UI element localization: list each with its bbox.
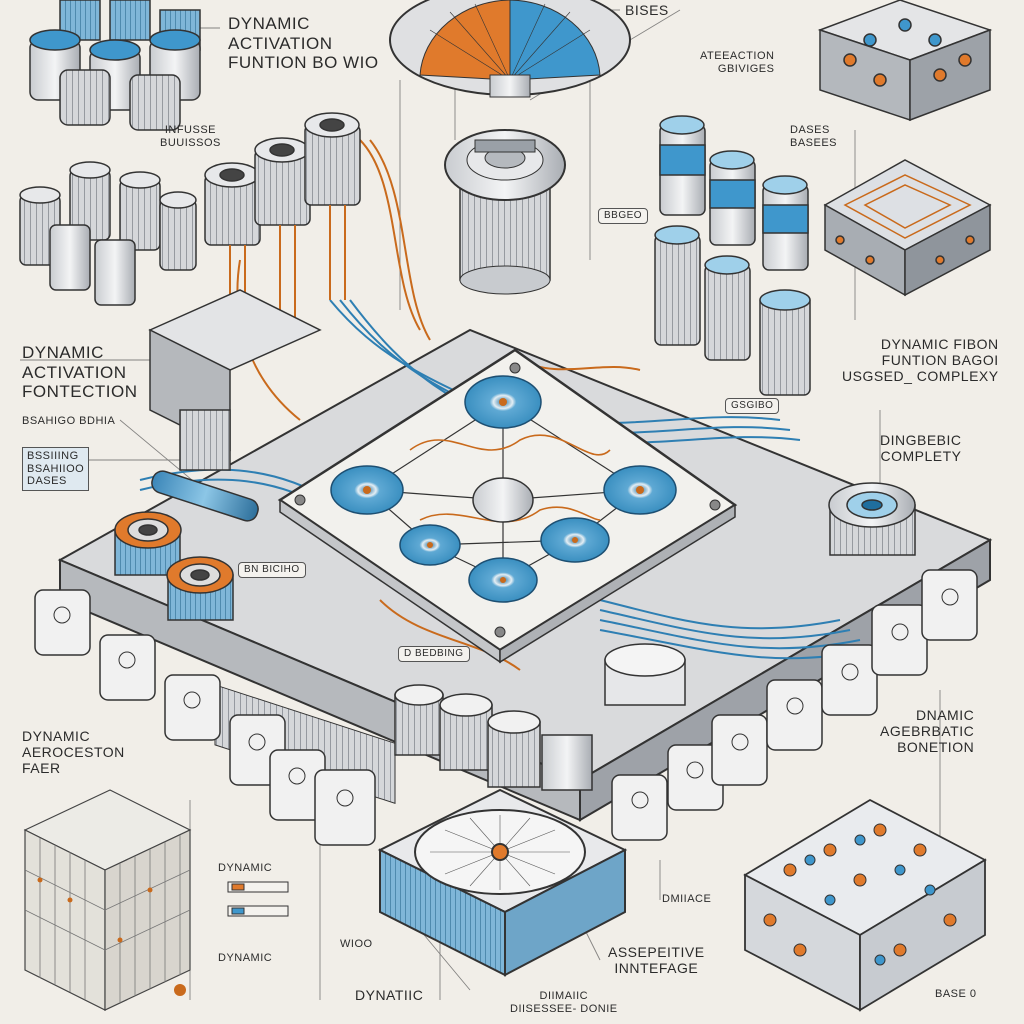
label-line: DYNAMIC FIBON — [880, 336, 999, 352]
label-bottom-right-small: DMIIACE — [662, 893, 712, 905]
top-activation-dial — [389, 0, 631, 98]
module-bottom-right — [743, 798, 987, 1012]
lower-cylinders — [394, 643, 686, 791]
label-bottom-left-1: DYNAMIC — [218, 862, 273, 874]
label-right-low-title: DNAMIC AGEBRBATIC BONETION — [880, 707, 974, 755]
label-line: DINGBEBIC — [880, 432, 962, 448]
label-line: INNTEFAGE — [614, 960, 699, 977]
fan-cylinders-top — [204, 112, 361, 340]
label-top-left-title: DYNAMIC ACTIVATION FUNTION BO WIO — [228, 14, 379, 73]
label-line: FONTECTION — [22, 382, 138, 402]
label-left-mid-title: DYNAMIC ACTIVATION FONTECTION — [22, 343, 138, 402]
label-top-left-small: INFUSSE BUUISSOS — [160, 124, 221, 149]
label-line: DASES — [27, 475, 67, 488]
label-left-mid-box: BSSIIING BSAHIIOO DASES — [22, 447, 90, 491]
right-fan — [828, 482, 916, 556]
label-line: DASES — [790, 124, 830, 136]
bottom-fan-module — [377, 788, 628, 977]
label-line: AEROCESTON — [22, 744, 125, 761]
label-line: BSSIIING — [27, 450, 79, 462]
module-top-right — [817, 0, 993, 122]
label-line: BASEES — [790, 136, 838, 149]
label-line: ATEEACTION — [700, 50, 775, 62]
wire-cube-bottom-left — [23, 789, 192, 1011]
label-line: AGEBRBATIC — [880, 723, 975, 740]
capacitor-cluster-left — [19, 161, 197, 306]
left-mount — [148, 289, 322, 522]
label-line: BONETION — [897, 739, 975, 756]
label-line: DIIMAIIC — [539, 990, 589, 1002]
central-motor-tower — [444, 129, 566, 295]
label-right-bases: DASES BASEES — [790, 124, 837, 149]
label-line: DYNAMIC — [22, 343, 104, 362]
tag-center-right: GSGIBO — [725, 398, 780, 414]
label-line: DNAMIC — [915, 707, 975, 723]
label-right-mid-title: DYNAMIC FIBON FUNTION BAGOI USGSED_ COMP… — [842, 336, 999, 384]
legend-swatches — [227, 881, 289, 917]
label-line: BSAHIIOO — [27, 462, 85, 475]
label-line: BUUISSOS — [160, 136, 221, 149]
label-top-right-small: ATEEACTION GBIVIGES — [700, 50, 774, 75]
capacitor-cluster-top-left — [29, 0, 201, 131]
label-line: DYNAMIC — [22, 728, 91, 744]
tag-center-top: BBGEO — [598, 208, 649, 224]
label-bottom-right: BASE 0 — [935, 988, 977, 1000]
label-line: ASSEPEITIVE — [608, 944, 705, 960]
label-top-center: BISES — [625, 2, 669, 18]
label-bottom-center-3: ASSEPEITIVE INNTEFAGE — [608, 944, 705, 976]
label-right-mid-small: DINGBEBIC COMPLETY — [880, 432, 962, 464]
label-bottom-center-1: DYNATIIC — [355, 987, 424, 1003]
label-line: ACTIVATION — [228, 33, 333, 53]
label-line: GBIVIGES — [717, 62, 775, 75]
module-right-mid — [823, 159, 992, 297]
tag-left: BN BICIHO — [238, 562, 306, 578]
foreground-key-blocks — [34, 569, 978, 846]
central-neural-chip — [277, 348, 738, 664]
label-line: COMPLETY — [880, 448, 962, 465]
label-bottom-left-3: WIOO — [340, 938, 373, 950]
orange-fans-left — [114, 511, 234, 621]
label-line: FUNTION BO WIO — [228, 53, 379, 73]
label-line: ACTIVATION — [22, 362, 127, 382]
label-line: FUNTION BAGOI — [881, 352, 999, 369]
label-line: INFUSSE — [164, 124, 217, 136]
tag-center-low: D BEDBING — [398, 646, 470, 662]
label-left-mid-small: BSAHIGO BDHIA — [22, 415, 116, 427]
label-bottom-left-2: DYNAMIC — [218, 952, 273, 964]
label-left-low-title: DYNAMIC AEROCESTON FAER — [22, 728, 125, 776]
label-line: FAER — [22, 760, 61, 777]
label-line: USGSED_ COMPLEXY — [842, 368, 999, 385]
label-line: DIISESSEE- DONIE — [510, 1002, 618, 1015]
label-line: DYNAMIC — [228, 14, 310, 33]
label-bottom-center-2: DIIMAIIC DIISESSEE- DONIE — [510, 990, 618, 1015]
blue-capacitors-top-right — [654, 115, 811, 396]
